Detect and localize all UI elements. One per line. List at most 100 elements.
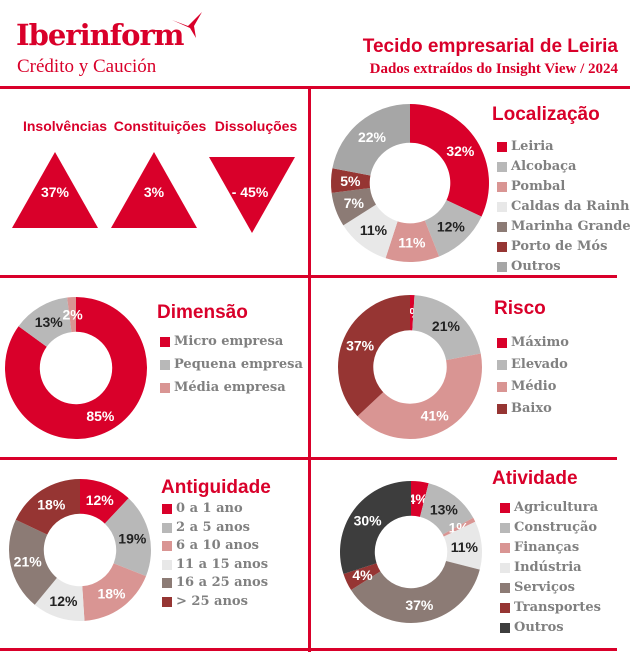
atividade-legend: Agricultura Construção Finanças Indústria Se… [500,498,601,638]
legend-swatch [497,242,507,252]
divider [0,275,617,278]
atividade-donut: 4%13%1%11%37%4%30% [340,481,482,623]
logo-swoosh-icon [172,12,202,38]
legend-label: Outros [511,259,561,274]
localizacao-title: Localização [492,104,600,125]
legend-label: Construção [514,520,598,535]
slice-agricultura [411,481,429,517]
antiguidade-donut: 12% 19% 18% 12% 21% 18% [9,479,151,621]
legend-label: Alcobaça [511,159,577,174]
slice-alcoba-a [424,200,482,257]
slice-label: 4% [408,491,429,507]
slice-label: 12% [437,218,466,234]
legend-label: Leiria [511,139,554,154]
slice-constru-o [420,483,474,535]
legend-item: Caldas da Rainha [497,197,630,217]
legend-item: Outros [497,257,630,277]
legend-label: 6 a 10 anos [176,538,260,553]
indicator-value: - 45% [231,184,269,200]
slice-label: 37% [405,597,434,613]
legend-label: Transportes [514,600,601,615]
legend-swatch [162,522,172,533]
legend-swatch [497,182,507,192]
legend-item: Média empresa [160,376,303,399]
slice-elevado [412,295,481,361]
legend-item: Leiria [497,137,630,157]
divider [0,86,630,89]
triangle-down-icon [209,157,295,233]
slice-label: 18% [37,497,66,513]
slice-porto-de-m-s [331,168,371,193]
legend-swatch [162,541,172,552]
legend-label: Marinha Grande [511,219,630,234]
antiguidade-title: Antiguidade [161,477,271,498]
legend-item: 0 a 1 ano [162,500,268,519]
legend-label: Média empresa [174,380,286,395]
slice-m-dio [357,353,482,440]
slice-6-a-10-anos [82,563,147,621]
indicator-value: 3% [143,184,165,200]
legend-swatch [500,563,510,573]
legend-swatch [497,382,507,392]
slice-label: 13% [35,314,64,330]
legend-label: > 25 anos [176,593,248,609]
legend-item: Agricultura [500,498,601,518]
dimensao-title: Dimensão [157,302,248,323]
legend-swatch [160,336,170,347]
legend-item: Finanças [500,538,601,558]
slice-label: 32% [446,143,475,159]
legend-item: 11 a 15 anos [162,556,268,575]
slice-2-a-5-anos [104,498,151,577]
triangle-up-icon [12,152,98,228]
legend-swatch [500,623,510,633]
slice-label: 12% [86,492,115,508]
legend-swatch [497,202,507,212]
triangle-up-icon [111,152,197,228]
legend-swatch [500,543,510,553]
slice-outros [332,104,410,176]
legend-item: 6 a 10 anos [162,537,268,556]
legend-item: > 25 anos [162,593,268,612]
legend-label: Micro empresa [174,334,284,349]
slice-m-dia-empresa [67,297,76,333]
slice-pombal [385,220,440,262]
slice-11-a-15-anos [34,577,85,621]
legend-swatch [497,262,507,272]
slice-label: 11% [398,235,426,251]
legend-item: Pombal [497,177,630,197]
legend-item: Elevado [497,354,569,376]
slice-0-a-1-ano [80,479,129,524]
logo-subtitle: Crédito y Caución [17,56,157,77]
slice-label: 7% [344,195,365,211]
legend-swatch [500,503,510,513]
dimensao-legend: Micro empresa Pequena empresa Média empres… [160,330,303,399]
legend-label: Porto de Mós [511,239,608,254]
slice-label: 11% [360,222,388,238]
divider [308,86,311,652]
legend-swatch [160,359,170,370]
divider [0,648,617,651]
slice-16-a-25-anos [9,519,57,605]
legend-swatch [497,338,507,348]
indicator-label: Dissoluções [214,118,298,134]
page-subtitle: Dados extraídos do Insight View / 2024 [369,61,618,77]
legend-swatch [497,222,507,232]
slice-label: 22% [358,129,387,145]
legend-item: Construção [500,518,601,538]
slice-label: 19% [118,530,147,546]
slice-leiria [410,104,489,217]
legend-label: Indústria [514,560,582,575]
legend-swatch [162,559,172,570]
atividade-title: Atividade [492,468,578,489]
legend-item: 2 a 5 anos [162,519,268,538]
legend-swatch [162,596,172,607]
slice-caldas-da-rainha [343,204,398,259]
slice-servi-os [351,561,480,623]
slice-label: 30% [354,512,383,528]
slice-label: 4% [352,567,373,583]
legend-label: Elevado [511,357,568,372]
legend-swatch [500,523,510,533]
legend-label: 11 a 15 anos [176,556,269,572]
indicator-value: 37% [40,184,70,200]
localizacao-legend: Leiria Alcobaça Pombal Caldas da Rainha Mari… [497,137,630,277]
